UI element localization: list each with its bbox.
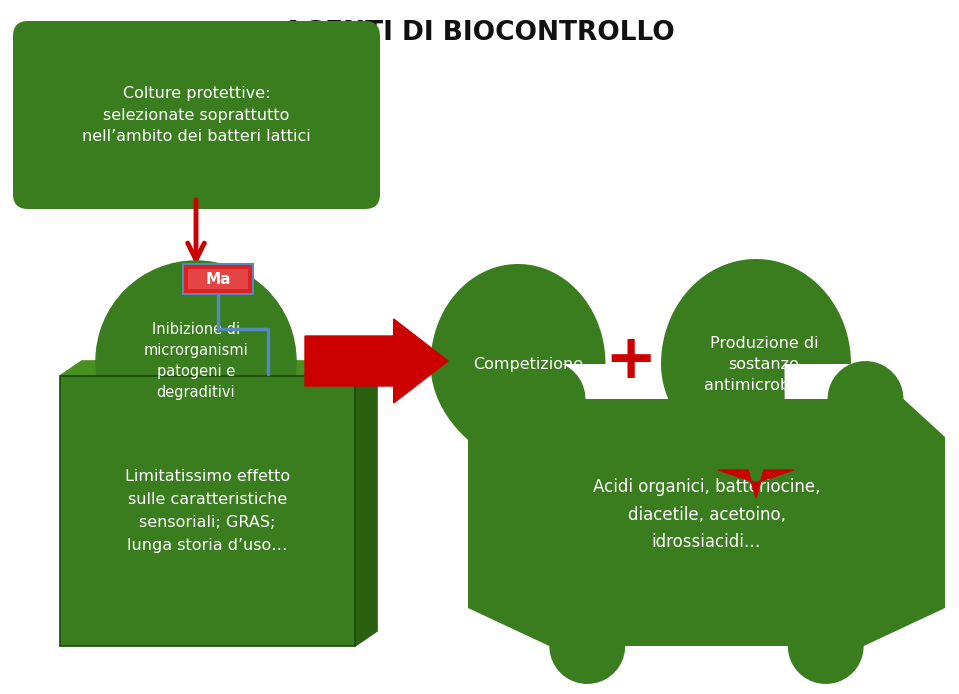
PathPatch shape (661, 259, 851, 469)
FancyBboxPatch shape (13, 21, 380, 209)
Text: Colture protettive:
selezionate soprattutto
nell’ambito dei batteri lattici: Colture protettive: selezionate soprattu… (82, 86, 311, 144)
Polygon shape (60, 361, 377, 376)
Polygon shape (718, 470, 794, 498)
Text: Competizione: Competizione (473, 357, 583, 371)
FancyBboxPatch shape (60, 376, 355, 646)
Polygon shape (305, 319, 448, 403)
PathPatch shape (431, 264, 605, 464)
Text: AGENTI DI BIOCONTROLLO: AGENTI DI BIOCONTROLLO (283, 20, 675, 46)
FancyBboxPatch shape (184, 265, 252, 293)
Text: Limitatissimo effetto
sulle caratteristiche
sensoriali; GRAS;
lunga storia d’uso: Limitatissimo effetto sulle caratteristi… (125, 469, 290, 552)
Text: Acidi organici, batteriocine,
diacetile, acetoino,
idrossiacidi…: Acidi organici, batteriocine, diacetile,… (593, 478, 820, 550)
Circle shape (96, 261, 296, 461)
FancyBboxPatch shape (188, 269, 248, 289)
FancyBboxPatch shape (182, 263, 254, 295)
Polygon shape (355, 361, 377, 646)
Text: Ma: Ma (205, 271, 231, 287)
Text: Inibizione di
microrganismi
patogeni e
degraditivi: Inibizione di microrganismi patogeni e d… (144, 322, 248, 400)
Text: Produzione di
sostanze
antimicrobiche: Produzione di sostanze antimicrobiche (704, 335, 824, 393)
Text: +: + (605, 331, 657, 391)
PathPatch shape (468, 361, 945, 684)
